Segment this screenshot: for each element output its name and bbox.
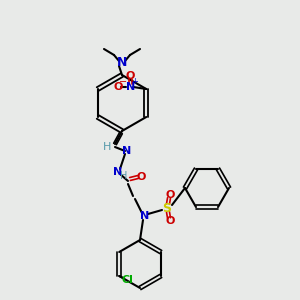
Text: O: O xyxy=(126,71,135,81)
Text: N: N xyxy=(117,56,127,70)
Text: Cl: Cl xyxy=(121,275,133,285)
Text: O: O xyxy=(136,172,146,182)
Text: O: O xyxy=(114,82,123,92)
Text: N: N xyxy=(122,146,132,156)
Text: N: N xyxy=(126,82,135,92)
Text: O: O xyxy=(165,190,175,200)
Text: N: N xyxy=(113,167,123,177)
Text: O: O xyxy=(165,216,175,226)
Text: H: H xyxy=(103,142,111,152)
Text: −: − xyxy=(119,77,127,87)
Text: H: H xyxy=(120,171,128,181)
Text: +: + xyxy=(131,77,138,86)
Text: S: S xyxy=(163,202,172,214)
Text: N: N xyxy=(140,211,150,221)
